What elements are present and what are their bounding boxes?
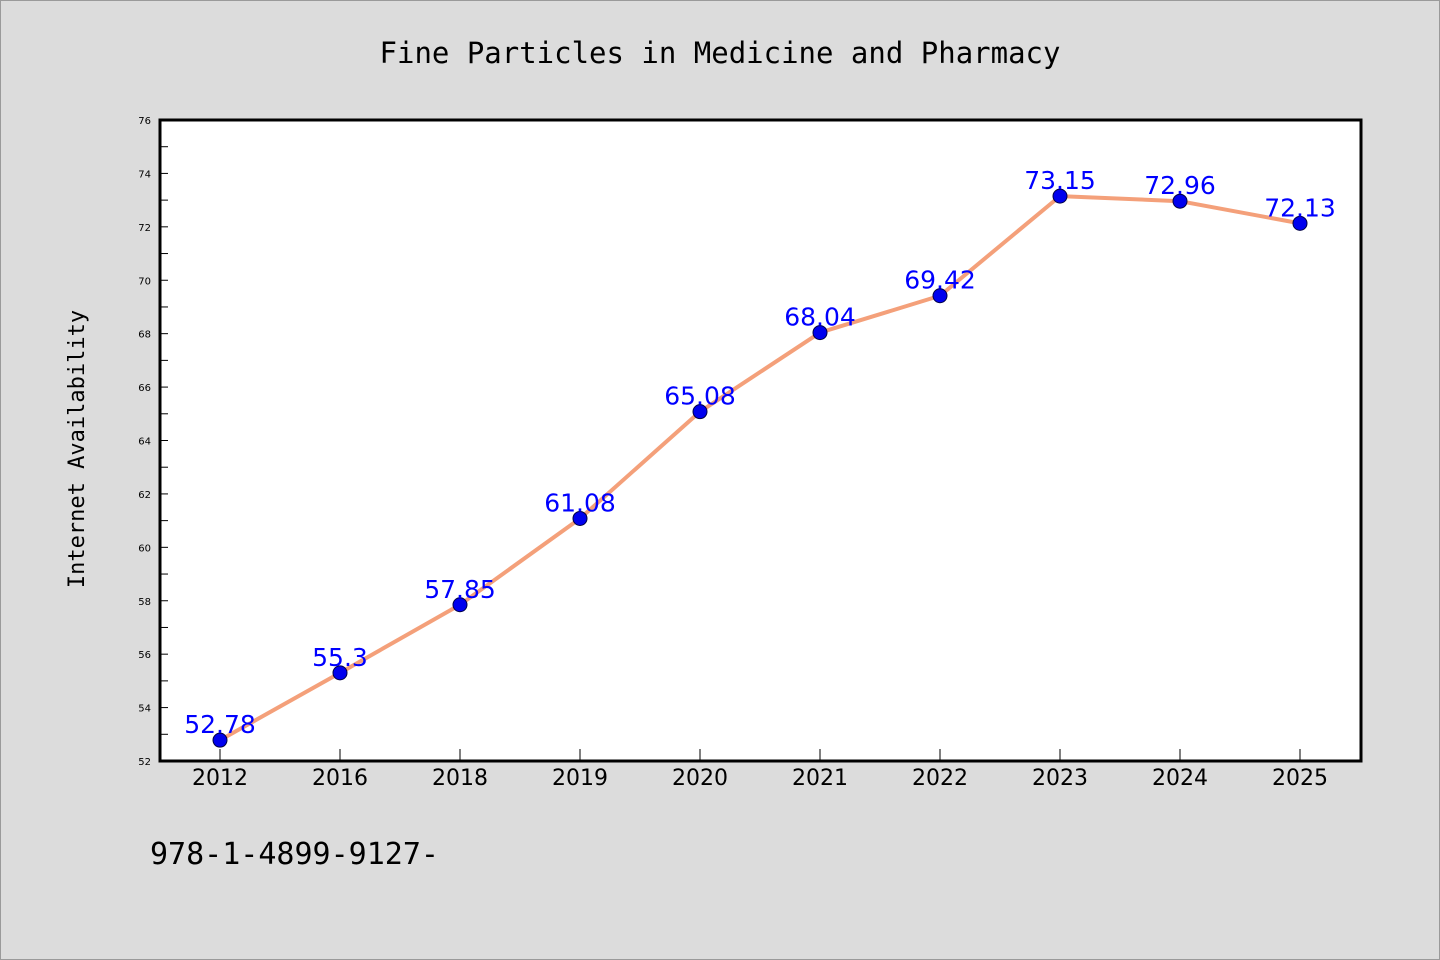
data-value-label: 61.08 [544, 488, 616, 517]
y-axis-label: Internet Availability [65, 310, 90, 588]
plot-area [158, 118, 1363, 763]
x-tick-label: 2016 [312, 766, 368, 791]
data-point-marker [812, 325, 828, 341]
data-value-label: 55.3 [312, 643, 368, 672]
data-value-label: 65.08 [664, 382, 736, 411]
data-value-label: 69.42 [904, 266, 976, 295]
x-tick-label: 2018 [432, 766, 488, 791]
data-point-marker [932, 288, 948, 304]
x-tick-label: 2022 [912, 766, 968, 791]
data-point-marker [692, 404, 708, 420]
data-point-marker [1292, 215, 1308, 231]
y-tick-label: 70 [138, 276, 151, 287]
x-tick-label: 2012 [192, 766, 248, 791]
data-point-marker [1052, 188, 1068, 204]
data-point-marker [212, 732, 228, 748]
y-tick-label: 76 [138, 116, 151, 127]
x-tick-label: 2023 [1032, 766, 1088, 791]
x-tick-label: 2021 [792, 766, 848, 791]
data-value-label: 72.96 [1144, 171, 1216, 200]
x-tick-label: 2024 [1152, 766, 1208, 791]
x-tick-label: 2020 [672, 766, 728, 791]
y-tick-label: 66 [138, 383, 151, 394]
y-tick-label: 62 [138, 490, 151, 501]
data-labels: 52.78 55.3 57.85 61.08 65.08 68.04 69.42 73.15 7… [184, 166, 1336, 739]
data-point-marker [452, 597, 468, 613]
series-line [218, 194, 1302, 743]
y-tick-label: 72 [138, 223, 151, 234]
y-axis: 52 54 56 58 60 62 64 66 68 70 72 74 76 [138, 116, 168, 768]
data-value-label: 73.15 [1024, 166, 1096, 195]
footer-text: 978-1-4899-9127- [150, 837, 439, 872]
y-tick-label: 74 [138, 169, 151, 180]
y-tick-label: 68 [138, 330, 151, 341]
x-tick-label: 2025 [1272, 766, 1328, 791]
y-tick-label: 56 [138, 650, 151, 661]
data-value-label: 68.04 [784, 303, 856, 332]
data-value-label: 52.78 [184, 710, 256, 739]
x-axis: 2012 2016 2018 2019 2020 2021 2022 2023 2024 2025 [192, 749, 1328, 791]
y-tick-label: 58 [138, 597, 151, 608]
data-value-label: 72.13 [1264, 193, 1336, 222]
data-point-marker [572, 510, 588, 526]
y-tick-label: 54 [138, 704, 151, 715]
data-point-marker [332, 665, 348, 681]
x-tick-label: 2019 [552, 766, 608, 791]
series-line-group [212, 188, 1308, 748]
y-tick-label: 64 [138, 437, 151, 448]
chart-title: Fine Particles in Medicine and Pharmacy [380, 36, 1061, 70]
y-tick-label: 60 [138, 543, 151, 554]
data-point-marker [1172, 193, 1188, 209]
y-tick-label: 52 [138, 757, 151, 768]
data-value-label: 57.85 [424, 575, 496, 604]
